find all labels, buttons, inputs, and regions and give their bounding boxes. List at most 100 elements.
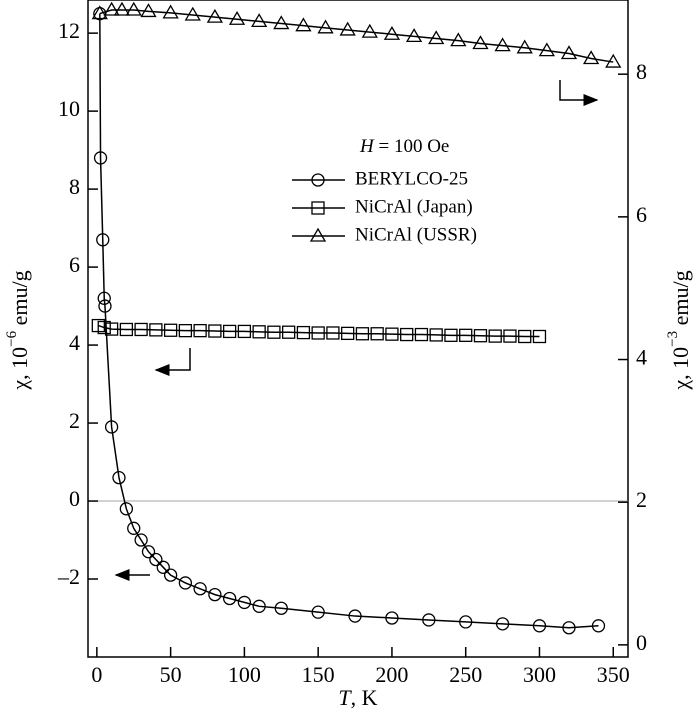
data-point (444, 328, 458, 342)
data-point (503, 329, 517, 343)
data-point (113, 1, 131, 16)
x-tick-label: 250 (449, 662, 482, 687)
plot-frame (87, 0, 629, 658)
data-point (582, 50, 600, 65)
data-point (459, 615, 473, 629)
data-point (149, 323, 163, 337)
data-point (414, 327, 429, 342)
data-point (459, 328, 473, 342)
data-point (488, 329, 502, 343)
data-point (237, 595, 252, 610)
legend-label: NiCrAl (Japan) (355, 196, 473, 217)
data-point (348, 609, 362, 623)
y-tick-label: 10 (58, 96, 80, 121)
y2-tick-label: 0 (636, 630, 647, 655)
y-tick-label: 6 (69, 252, 80, 277)
y-tick-label: 0 (69, 486, 80, 511)
data-point (562, 621, 576, 635)
label-part: T (338, 685, 352, 710)
data-point (317, 19, 334, 34)
data-point (274, 601, 288, 615)
data-point (97, 291, 111, 305)
data-point (355, 327, 370, 341)
data-point (385, 611, 399, 625)
data-point (162, 4, 179, 19)
y2-axis-label: χ, 10−3 emu/g (665, 270, 693, 390)
x-tick-label: 50 (160, 662, 182, 687)
data-point (422, 613, 436, 627)
y-tick-label: 8 (69, 174, 80, 199)
data-point (134, 322, 148, 337)
data-point (93, 151, 108, 165)
y2-tick-label: 6 (636, 202, 647, 227)
data-point (495, 617, 510, 631)
data-point (361, 23, 378, 38)
data-point (96, 233, 110, 247)
y-tick-label: 2 (69, 408, 80, 433)
label-part: χ, 10 (668, 347, 693, 391)
label-part: χ, 10 (7, 347, 32, 391)
annotation-part: = 100 Oe (374, 136, 450, 157)
data-point (104, 322, 119, 336)
axis-arrow (154, 348, 191, 376)
x-tick-label: 150 (302, 662, 335, 687)
data-point (296, 325, 311, 340)
x-axis-label: T, K (338, 685, 377, 710)
data-point (119, 502, 134, 516)
data-point (104, 420, 119, 434)
data-point (222, 324, 237, 339)
y-tick-label: 4 (69, 330, 80, 355)
data-point (295, 17, 312, 32)
y-tick-label: –2 (57, 564, 80, 589)
y-axis-label: χ, 10−6 emu/g (4, 270, 32, 390)
data-point (385, 327, 399, 341)
data-point (134, 533, 148, 547)
data-point (98, 299, 112, 313)
data-point (163, 323, 178, 337)
data-point (251, 13, 268, 28)
label-part: , K (351, 685, 378, 710)
data-point (429, 328, 443, 342)
data-point (494, 37, 511, 52)
label-part: emu/g (668, 270, 693, 331)
data-point (560, 45, 578, 60)
series-line (99, 13, 599, 629)
data-point (473, 329, 488, 343)
data-point (193, 323, 207, 338)
annotation-part: H (359, 136, 375, 157)
data-point (252, 325, 266, 339)
y2-tick-label: 4 (636, 345, 647, 370)
data-point (472, 35, 489, 50)
data-point (311, 326, 325, 340)
data-point (237, 324, 252, 339)
data-point (370, 327, 384, 341)
y2-tick-label: 8 (636, 59, 647, 84)
data-point (516, 39, 533, 54)
data-point (141, 545, 156, 559)
data-point (405, 28, 423, 43)
data-point (273, 15, 290, 30)
axis-arrow (559, 80, 599, 106)
data-point (518, 329, 532, 344)
legend-marker (309, 227, 327, 242)
data-point (311, 605, 325, 619)
data-point (252, 599, 266, 613)
data-point (228, 10, 246, 25)
data-point (127, 521, 141, 535)
legend-label: NiCrAl (USSR) (355, 224, 477, 245)
label-part: −6 (4, 330, 20, 346)
data-point (103, 1, 120, 16)
data-point (140, 3, 157, 18)
data-point (538, 42, 555, 57)
data-point (193, 582, 207, 596)
data-point (428, 30, 445, 45)
data-point (91, 5, 108, 20)
y2-tick-label: 2 (636, 487, 647, 512)
data-point (532, 619, 547, 633)
legend-marker (311, 201, 325, 215)
legend-marker (311, 173, 325, 187)
data-point (282, 325, 296, 339)
data-point (222, 591, 237, 606)
annotation: H = 100 Oe (359, 136, 449, 157)
